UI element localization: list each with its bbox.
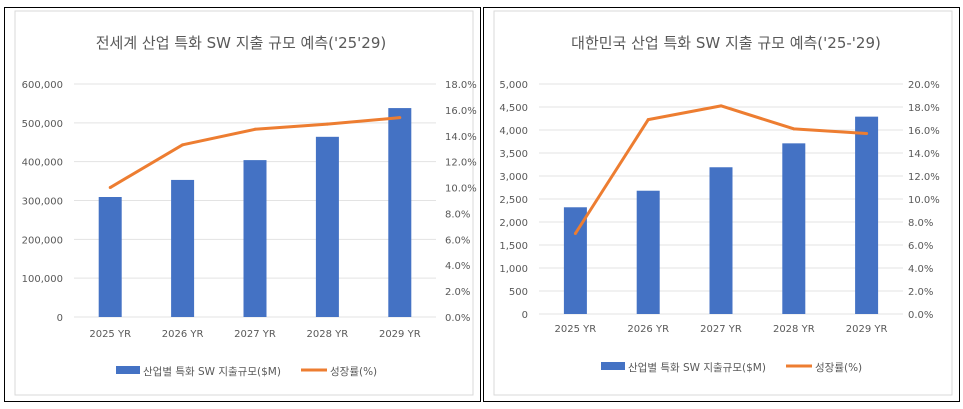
legend-bar-swatch [116,366,140,374]
y2-tick-label: 6.0% [908,241,933,252]
y2-tick-label: 8.0% [445,209,470,220]
x-tick-label: 2027 YR [234,329,276,340]
y2-tick-label: 0.0% [445,313,470,324]
legend-bar-label: 산업별 특화 SW 지출규모($M) [143,365,281,378]
bar-2025-yr [563,207,587,314]
korea-chart-panel: 대한민국 산업 특화 SW 지출 규모 예측('25-'29) 0 500 1,000… [483,7,960,402]
growth-rate-point [398,116,402,120]
y2-tick-label: 12.0% [908,172,940,183]
y-tick-label: 400,000 [22,158,63,169]
y2-tick-label: 4.0% [445,261,470,272]
x-tick-label: 2027 YR [700,324,742,335]
world-chart-panel: 전세계 산업 특화 SW 지출 규모 예측('25'29) 0 100,000 200… [4,7,481,402]
y-tick-label: 0 [522,310,528,321]
x-tick-label: 2026 YR [627,324,669,335]
bar-2027-yr [243,160,267,317]
y-tick-label: 500 [509,287,528,298]
legend-line-label: 성장률(%) [330,366,377,378]
growth-rate-point [253,127,257,131]
y2-tick-label: 10.0% [445,184,477,195]
x-tick-label: 2029 YR [846,324,888,335]
growth-rate-point [181,143,185,147]
y2-tick-label: 20.0% [908,80,940,91]
chart-title: 전세계 산업 특화 SW 지출 규모 예측('25'29) [96,34,387,52]
bar-2027-yr [709,167,733,314]
x-tick-label: 2025 YR [89,329,131,340]
y-tick-label: 100,000 [22,274,63,285]
legend-line-label: 성장률(%) [815,362,862,374]
y-tick-label: 4,500 [499,103,528,114]
korea-sw-spending-chart: 대한민국 산업 특화 SW 지출 규모 예측('25-'29) 0 500 1,000… [493,10,953,396]
growth-rate-point [325,122,329,126]
x-tick-label: 2028 YR [773,324,815,335]
y2-tick-label: 14.0% [908,149,940,160]
y-tick-label: 500,000 [22,119,63,130]
bar-2029-yr [388,108,412,318]
chart-area-border [493,10,953,396]
y2-tick-label: 6.0% [445,235,470,246]
bar-2029-yr [855,116,879,314]
y-tick-label: 5,000 [499,80,528,91]
chart-area-border [14,10,474,396]
bar-2028-yr [315,136,339,317]
bar-2026-yr [171,179,195,317]
y-tick-label: 300,000 [22,197,63,208]
x-tick-label: 2025 YR [555,324,597,335]
y2-tick-label: 12.0% [445,158,477,169]
y2-tick-label: 8.0% [908,218,933,229]
chart-title: 대한민국 산업 특화 SW 지출 규모 예측('25-'29) [571,34,881,52]
growth-rate-point [719,104,723,108]
y-tick-label: 600,000 [22,80,63,91]
y2-tick-label: 18.0% [445,80,477,91]
growth-rate-point [646,118,650,122]
y2-tick-label: 16.0% [445,106,477,117]
legend-bar-label: 산업별 특화 SW 지출규모($M) [628,361,766,374]
y-tick-label: 0 [57,313,63,324]
y2-tick-label: 4.0% [908,264,933,275]
y2-tick-label: 16.0% [908,126,940,137]
y2-tick-label: 10.0% [908,195,940,206]
growth-rate-point [108,186,112,190]
y-tick-label: 3,000 [499,172,528,183]
legend-bar-swatch [601,362,625,370]
bar-2028-yr [782,143,806,314]
y-tick-label: 1,500 [499,241,528,252]
y-tick-label: 3,500 [499,149,528,160]
y-tick-label: 2,000 [499,218,528,229]
y2-tick-label: 18.0% [908,103,940,114]
y2-tick-label: 0.0% [908,310,933,321]
y-tick-label: 2,500 [499,195,528,206]
x-tick-label: 2029 YR [379,329,421,340]
bar-2025-yr [98,197,122,317]
x-tick-label: 2028 YR [307,329,349,340]
growth-rate-point [573,232,577,235]
y2-tick-label: 14.0% [445,132,477,143]
x-tick-label: 2026 YR [162,329,204,340]
y-tick-label: 1,000 [499,264,528,275]
bar-2026-yr [636,190,660,314]
y-tick-label: 200,000 [22,235,63,246]
y2-tick-label: 2.0% [908,287,933,298]
growth-rate-point [792,127,796,131]
y2-tick-label: 2.0% [445,287,470,298]
growth-rate-point [865,131,869,135]
world-sw-spending-chart: 전세계 산업 특화 SW 지출 규모 예측('25'29) 0 100,000 200… [14,10,477,396]
y-tick-label: 4,000 [499,126,528,137]
